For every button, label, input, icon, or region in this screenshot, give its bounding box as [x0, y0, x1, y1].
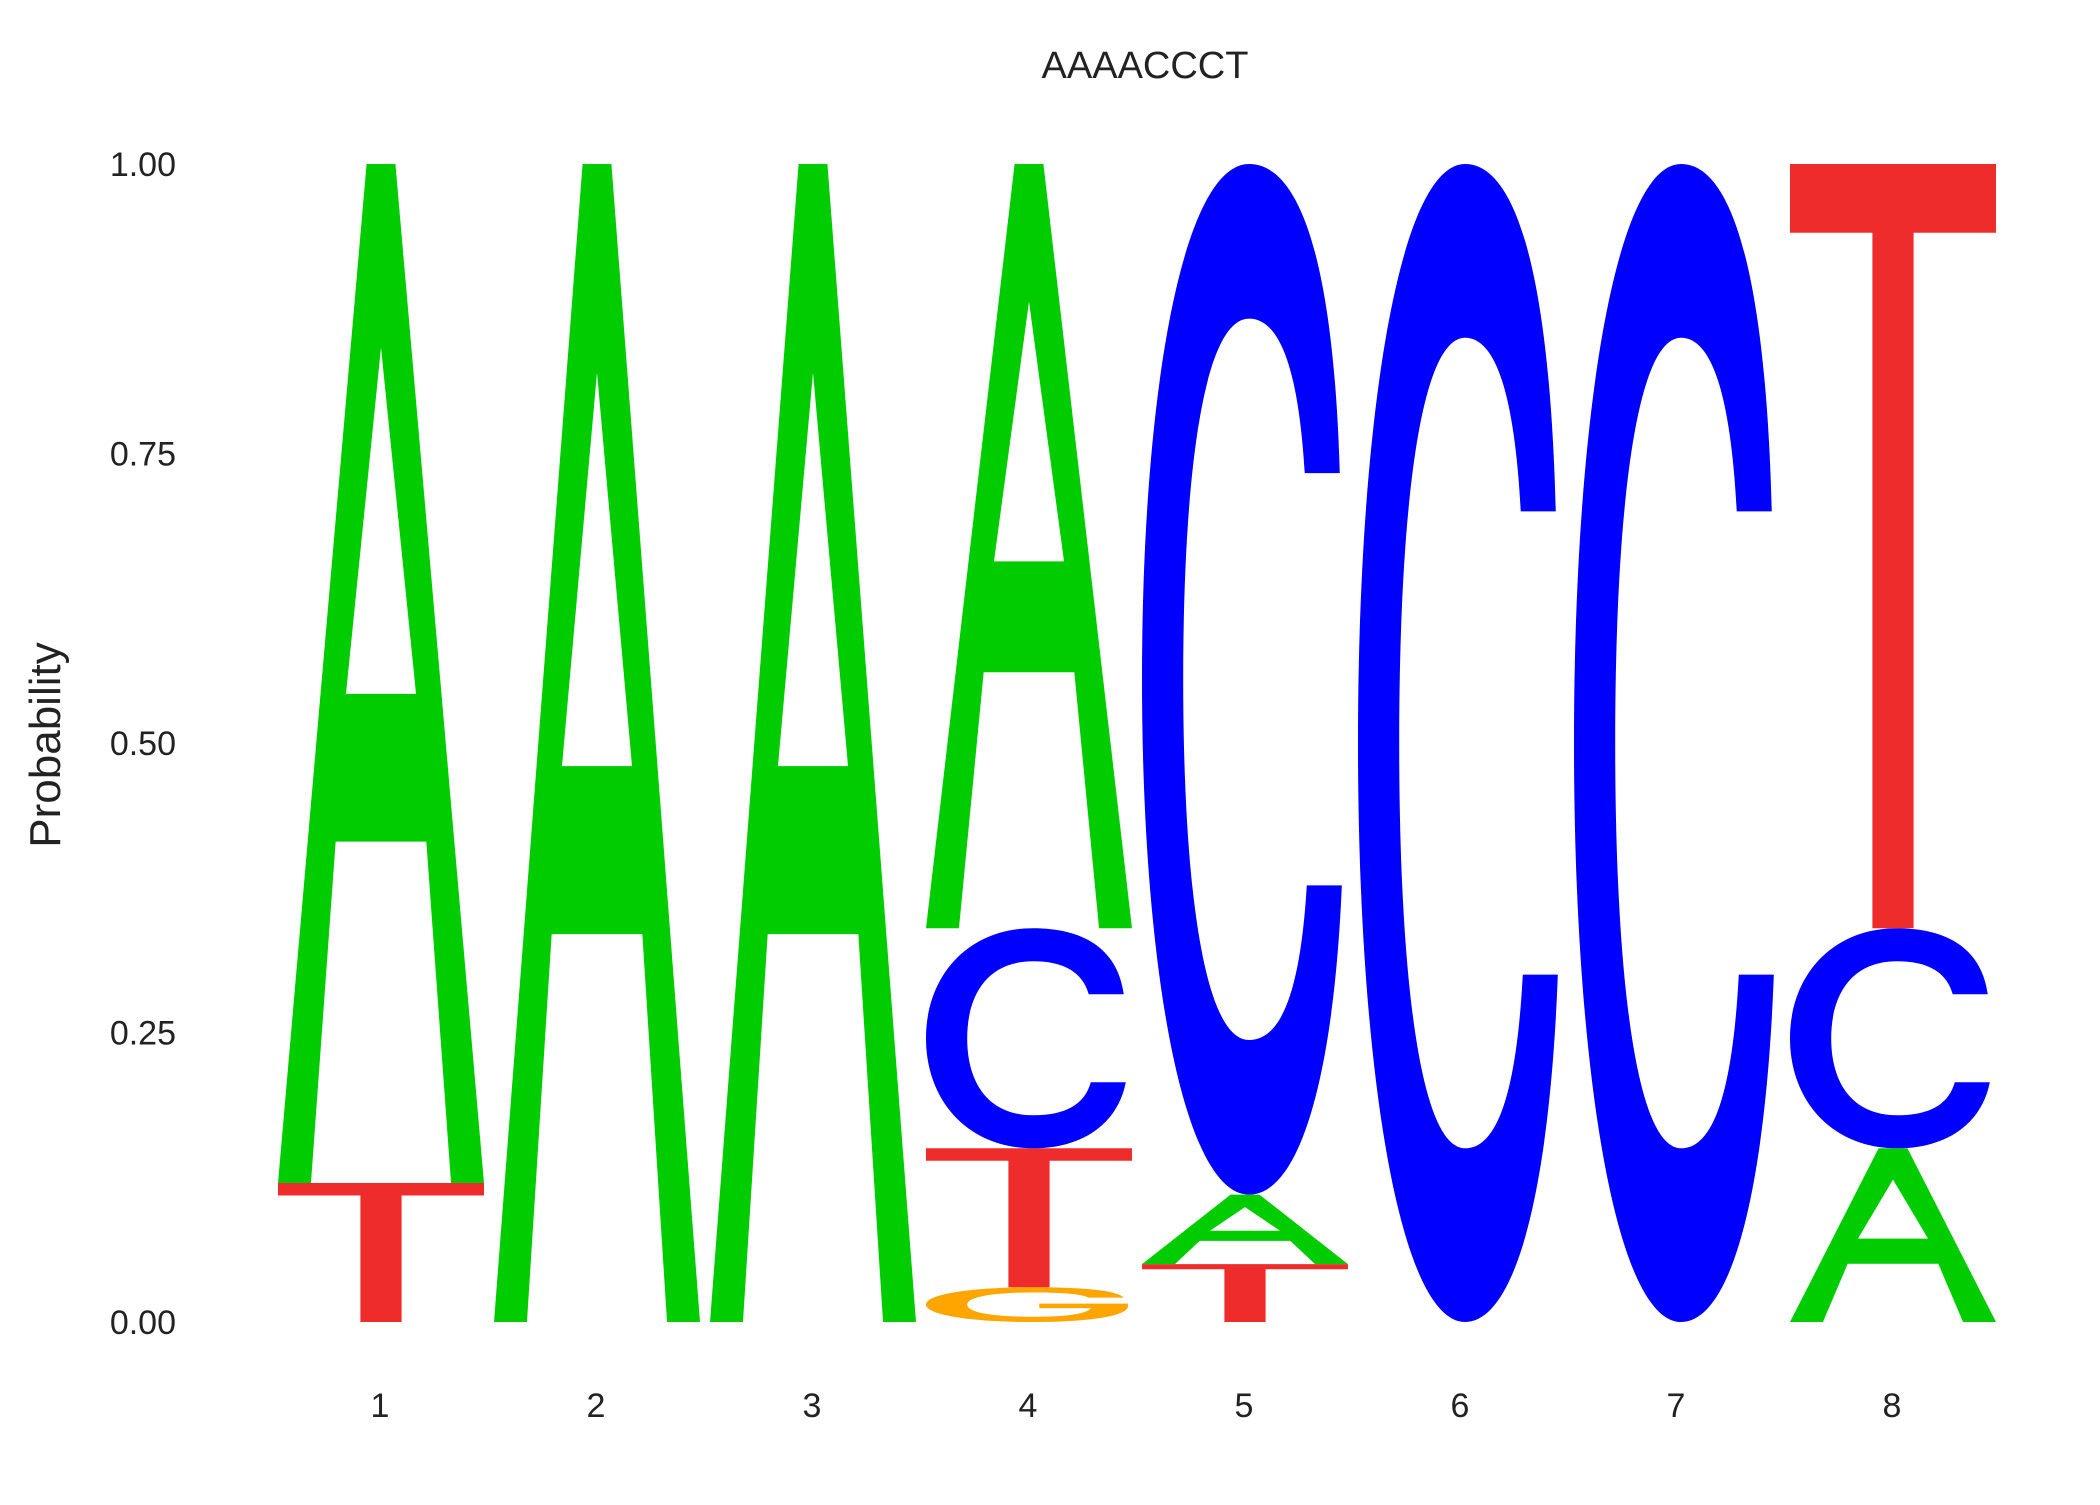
- x-tick-label: 6: [1451, 1387, 1470, 1425]
- logo-letter-c: [1358, 164, 1558, 1322]
- logo-letter-t: [278, 1183, 484, 1322]
- logo-column: [1142, 164, 1348, 1322]
- logo-letter-c: [1790, 928, 1990, 1149]
- y-tick-label: 1.00: [110, 146, 176, 184]
- logo-letter-a: [494, 164, 700, 1322]
- y-axis-ticks: 0.00 0.25 0.50 0.75 1.00: [110, 146, 176, 1342]
- logo-letter-g: [926, 1287, 1128, 1322]
- logo-letter-a: [926, 164, 1132, 929]
- logo-letter-t: [1142, 1264, 1348, 1322]
- chart-title: AAAACCCT: [1042, 45, 1249, 87]
- x-tick-label: 3: [803, 1387, 822, 1425]
- y-axis-label: Probability: [21, 642, 70, 847]
- y-tick-label: 0.75: [110, 436, 176, 474]
- logo-letter-a: [710, 164, 916, 1322]
- logo-column: [710, 164, 916, 1322]
- logo-letter-c: [1142, 164, 1342, 1195]
- logo-letter-t: [1790, 164, 1996, 929]
- y-tick-label: 0.50: [110, 725, 176, 763]
- logo-column: [494, 164, 700, 1322]
- logo-column: [1574, 164, 1774, 1322]
- logo-letter-c: [1574, 164, 1774, 1322]
- logo-letter-a: [1790, 1148, 1996, 1322]
- logo-stacks: [278, 164, 1996, 1322]
- logo-letter-t: [926, 1148, 1132, 1288]
- y-tick-label: 0.00: [110, 1304, 176, 1342]
- x-tick-label: 5: [1235, 1387, 1254, 1425]
- logo-column: [926, 164, 1132, 1322]
- x-tick-label: 2: [587, 1387, 606, 1425]
- x-tick-label: 7: [1667, 1387, 1686, 1425]
- y-tick-label: 0.25: [110, 1015, 176, 1053]
- logo-column: [278, 164, 484, 1322]
- logo-letter-a: [1142, 1194, 1348, 1265]
- logo-letter-c: [926, 928, 1126, 1149]
- x-tick-label: 1: [371, 1387, 390, 1425]
- x-tick-label: 8: [1883, 1387, 1902, 1425]
- x-axis-ticks: 1 2 3 4 5 6 7 8: [371, 1387, 1902, 1425]
- logo-letter-a: [278, 164, 484, 1184]
- x-tick-label: 4: [1019, 1387, 1038, 1425]
- logo-column: [1358, 164, 1558, 1322]
- logo-column: [1790, 164, 1996, 1322]
